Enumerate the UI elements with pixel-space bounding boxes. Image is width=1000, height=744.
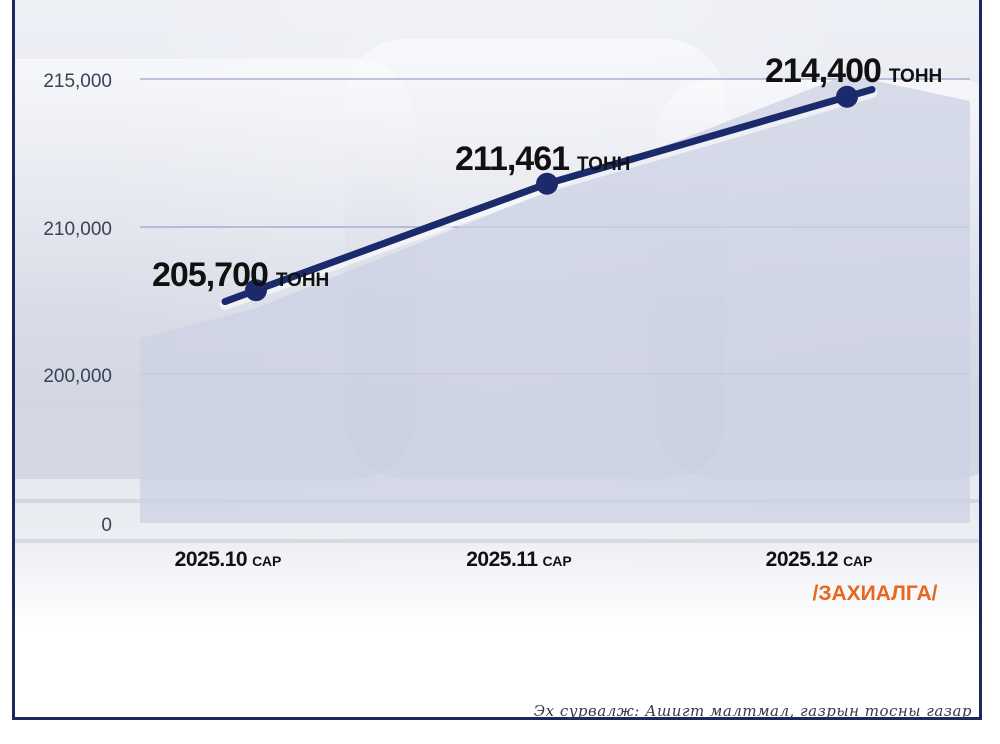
order-note-label: /ЗАХИАЛГА/: [813, 582, 938, 605]
data-point: [836, 85, 858, 108]
data-label: 205,700 ТОНН: [152, 256, 329, 294]
y-tick-label: 200,000: [43, 366, 112, 387]
y-tick-label: 0: [101, 515, 112, 536]
background-rail: [15, 539, 979, 543]
x-tick-label: 2025.10 САР: [175, 548, 282, 571]
data-label: 214,400 ТОНН: [765, 52, 942, 90]
data-point: [536, 172, 558, 195]
y-tick-label: 215,000: [43, 71, 112, 92]
source-caption: Эх сурвалж: Ашигт малтмал, газрын тосны …: [533, 702, 972, 720]
x-tick-label: 2025.12 САР: [766, 548, 873, 571]
y-tick-label: 210,000: [43, 219, 112, 240]
area-fill: [140, 74, 970, 523]
data-point: [245, 279, 267, 302]
data-label: 211,461 ТОНН: [455, 140, 630, 178]
x-tick-label: 2025.11 САР: [466, 548, 571, 571]
